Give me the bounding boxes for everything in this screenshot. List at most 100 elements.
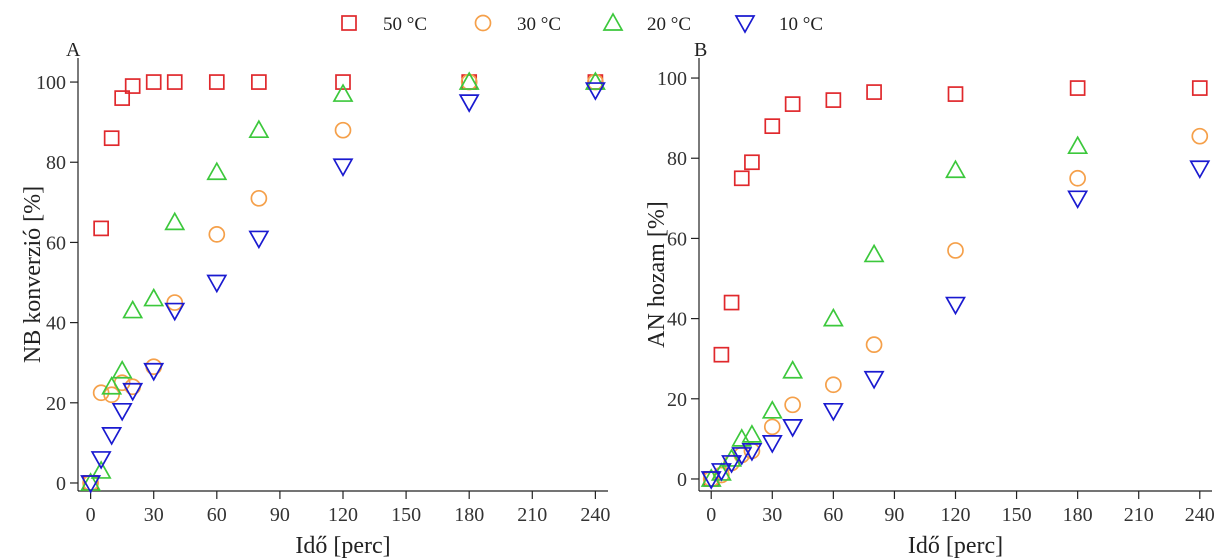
panel-a-point-10c	[206, 274, 228, 294]
panel-b: 0 30 60 90 120 150 180 210 240 0 20 40 60 80 100 Idő [p…	[644, 39, 1215, 558]
panel-a-point-50c	[145, 74, 162, 90]
panel-a-point-20c	[248, 119, 270, 139]
panel-a-point-30c	[334, 121, 352, 139]
panel-a-point-20c	[101, 376, 123, 395]
panel-a-x-tick-label: 180	[454, 504, 484, 526]
panel-a-point-10c	[164, 302, 186, 322]
panel-b-point-50c	[1191, 80, 1208, 96]
panel-b-point-10c	[731, 447, 753, 466]
panel-a-point-10c	[122, 382, 144, 402]
panel-a-x-tick-label: 240	[580, 504, 610, 526]
panel-b-point-20c	[863, 243, 885, 263]
panel-b-point-20c	[945, 159, 966, 179]
panel-a-point-30c	[250, 189, 268, 207]
panel-b-x-tick-label: 150	[1002, 504, 1032, 526]
panel-b-x-tick-label: 120	[941, 504, 971, 526]
panel-a-point-10c	[458, 94, 480, 113]
panel-b-x-tick-label: 180	[1063, 504, 1093, 526]
panel-a-point-30c	[103, 386, 121, 404]
panel-b-x-tick-label: 60	[823, 504, 843, 526]
panel-b-point-10c	[822, 402, 844, 422]
panel-a-point-20c	[164, 211, 186, 231]
panel-a-point-10c	[80, 475, 102, 494]
panel-a-x-tick-label: 210	[517, 504, 547, 526]
panel-b-point-10c	[863, 370, 885, 390]
panel-a-point-10c	[332, 158, 354, 177]
panel-b-x-tick-label: 30	[762, 504, 782, 526]
panel-a-point-10c	[90, 451, 112, 470]
panel-b-y-tick-label: 40	[667, 309, 687, 331]
panel-b-point-50c	[1069, 80, 1086, 96]
panel-b-x-tick-label: 0	[706, 504, 716, 526]
panel-b-point-10c	[1067, 190, 1089, 210]
panel-b-point-30c	[1191, 127, 1209, 145]
panel-a-x-axis-label: Idő [perc]	[295, 533, 390, 558]
panel-a-point-20c	[90, 460, 112, 479]
panel-a-point-20c	[122, 299, 144, 319]
panel-a-point-30c	[92, 384, 110, 402]
panel-a-point-10c	[248, 230, 270, 250]
panel-a-y-tick-label: 60	[46, 232, 66, 254]
legend-marker-10c	[734, 15, 756, 34]
panel-b-point-50c	[733, 170, 750, 187]
panel-a-point-50c	[335, 74, 351, 90]
panel-a-point-50c	[103, 130, 120, 147]
legend-marker-20c	[602, 12, 624, 31]
panel-a-point-10c	[111, 402, 133, 422]
panel-a-point-20c	[458, 71, 480, 90]
panel-a-y-tick-label: 100	[36, 72, 66, 94]
panel-a-point-50c	[124, 78, 141, 94]
panel-a-y-tick-label: 40	[46, 313, 66, 335]
panel-b-y-tick-label: 0	[677, 469, 687, 491]
panel-b-point-30c	[763, 418, 781, 436]
panel-a-x-tick-label: 120	[328, 504, 358, 526]
panel-a-x-tick-label: 0	[86, 504, 96, 526]
panel-a-x-tick-label: 60	[207, 504, 227, 526]
legend-label-50c: 50 °C	[383, 14, 427, 35]
panel-b-label: B	[694, 39, 707, 61]
panel-a-point-20c	[143, 287, 165, 307]
panel-b-point-50c	[764, 118, 781, 135]
panel-b-x-tick-label: 90	[884, 504, 904, 526]
panel-a-point-50c	[166, 74, 183, 90]
panel-b-point-10c	[700, 471, 722, 490]
panel-b-x-tick-label: 240	[1185, 504, 1215, 526]
panel-b-point-50c	[784, 96, 801, 112]
panel-a-point-20c	[206, 161, 228, 181]
panel-b-point-50c	[866, 84, 882, 100]
panel-b-point-20c	[822, 307, 844, 327]
panel-b-point-20c	[731, 428, 753, 447]
legend-marker-30c	[474, 14, 492, 32]
panel-a-y-axis-label: NB konverzió [%]	[20, 186, 46, 363]
legend-marker-50c	[341, 15, 357, 31]
panel-b-point-10c	[721, 455, 743, 474]
panel-b-point-50c	[825, 92, 842, 108]
panel-b-point-20c	[1067, 135, 1089, 155]
panel-b-point-30c	[784, 396, 801, 414]
panel-b-y-axis-label: AN hozam [%]	[644, 201, 670, 348]
panel-a-point-50c	[208, 74, 225, 90]
panel-b-point-10c	[761, 435, 783, 454]
panel-a-label: A	[66, 39, 81, 61]
panel-a-point-10c	[101, 427, 123, 446]
panel-b-point-10c	[945, 296, 966, 316]
legend: 50 °C 30 °C 20 °C 10 °C	[341, 12, 823, 35]
legend-label-20c: 20 °C	[647, 14, 691, 35]
panel-b-point-50c	[723, 294, 740, 311]
legend-label-10c: 10 °C	[779, 14, 823, 35]
panel-b-y-tick-label: 20	[667, 389, 687, 411]
panel-a-point-10c	[143, 362, 165, 382]
panel-b-point-20c	[761, 400, 783, 419]
panel-a-point-20c	[80, 472, 102, 491]
panel-b-x-axis-label: Idő [perc]	[908, 533, 1003, 558]
panel-b-point-20c	[721, 448, 743, 467]
panel-b-point-10c	[1189, 160, 1211, 179]
panel-b-y-tick-label: 60	[667, 228, 687, 250]
legend-label-30c: 30 °C	[517, 14, 561, 35]
panel-b-point-10c	[741, 443, 763, 462]
panel-b-point-10c	[782, 419, 804, 438]
panel-a-x-tick-label: 30	[144, 504, 164, 526]
panel-a-point-20c	[332, 83, 354, 102]
panel-a-point-30c	[208, 226, 226, 243]
